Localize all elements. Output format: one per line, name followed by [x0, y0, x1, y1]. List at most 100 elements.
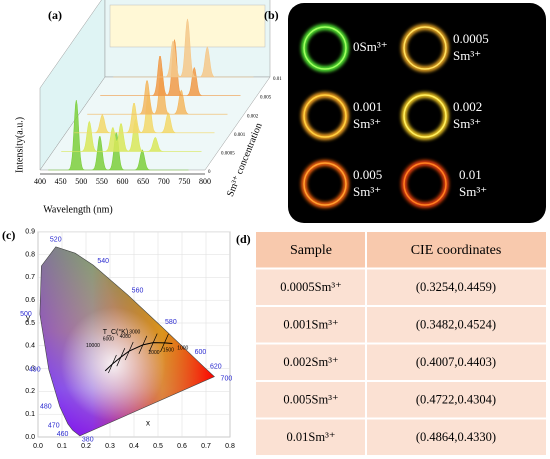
wavelength-label: 600 — [195, 349, 207, 356]
x-tick-label: 0.5 — [153, 443, 163, 450]
y-tick-label: 0.2 — [25, 388, 35, 395]
x-tick-label: 600 — [117, 177, 129, 186]
x-tick-label: 0.3 — [105, 443, 115, 450]
table-header: Sample — [290, 243, 332, 258]
x-tick-label: 0.1 — [57, 443, 67, 450]
photo-background — [288, 3, 546, 223]
panel-label: (c) — [2, 228, 15, 242]
x-tick-label: 0.4 — [129, 443, 139, 450]
table-header: CIE coordinates — [411, 243, 502, 258]
z-tick-label: 0 — [208, 170, 211, 175]
y-tick-label: 0.7 — [25, 274, 35, 281]
table-row — [256, 269, 546, 305]
chromaticity-region — [39, 246, 215, 436]
y-tick-label: 0.5 — [25, 320, 35, 327]
sample-label: 0.0005 — [453, 31, 489, 46]
x-tick-label: 750 — [178, 177, 190, 186]
x-tick-label: 0.7 — [201, 443, 211, 450]
table-cell: (0.4864,0.4330) — [416, 430, 496, 444]
sample-label: 0Sm³⁺ — [353, 39, 388, 54]
y-tick-label: 0.1 — [25, 411, 35, 418]
table-cell: 0.005Sm³⁺ — [283, 393, 338, 407]
x-tick-label: 450 — [55, 177, 67, 186]
spectrum — [74, 91, 215, 134]
table-cell: (0.3254,0.4459) — [416, 280, 496, 294]
luminescent-ring — [403, 162, 447, 206]
cct-label: 6000 — [103, 336, 114, 342]
isotherm — [108, 354, 117, 374]
y-tick-label: 0.9 — [25, 229, 35, 236]
sample-label: Sm³⁺ — [453, 116, 481, 131]
table-row — [256, 307, 546, 343]
panel-label: (d) — [236, 232, 251, 246]
wavelength-label: 500 — [20, 311, 32, 318]
wavelength-label: 580 — [165, 319, 177, 326]
y-tick-label: 0.3 — [25, 365, 35, 372]
wavelength-label: 560 — [132, 288, 144, 295]
cct-title: T_C(°K) — [103, 328, 128, 336]
sample-label: Sm³⁺ — [353, 116, 381, 131]
sample-label: Sm³⁺ — [353, 184, 381, 199]
sample-label: Sm³⁺ — [453, 48, 481, 63]
y-axis-title: y — [26, 314, 30, 323]
isotherm — [138, 335, 148, 355]
y-tick-label: 0.8 — [25, 251, 35, 258]
isotherm — [116, 348, 126, 367]
cct-label: 3000 — [129, 329, 140, 335]
wavelength-label: 520 — [50, 237, 62, 244]
wavelength-label: 620 — [210, 364, 222, 371]
wavelength-label: 700 — [221, 375, 233, 382]
z-tick-label: 0.002 — [247, 114, 259, 119]
luminescent-ring — [403, 26, 447, 70]
luminescent-ring — [303, 162, 347, 206]
table-cell: (0.4722,0.4304) — [416, 393, 496, 407]
x-tick-label: 0.0 — [33, 443, 43, 450]
wavelength-label: 480 — [40, 404, 52, 411]
spectrum — [100, 39, 241, 96]
sample-label: Sm³⁺ — [459, 184, 487, 199]
z-tick-label: 0.001 — [234, 133, 246, 138]
x-tick-label: 0.2 — [81, 443, 91, 450]
isotherm — [160, 333, 169, 352]
x-tick-label: 400 — [34, 177, 46, 186]
cct-label: 4000 — [120, 334, 131, 340]
z-tick-label: 0.0005 — [221, 152, 235, 157]
x-tick-label: 550 — [96, 177, 108, 186]
spectral-locus — [39, 246, 215, 437]
sample-label: 0.01 — [459, 167, 482, 182]
x-tick-label: 700 — [158, 177, 170, 186]
sample-label: 0.002 — [453, 99, 482, 114]
spectrum — [113, 18, 254, 78]
luminescent-ring — [303, 26, 347, 70]
wavelength-label: 470 — [48, 423, 60, 430]
table-cell: (0.3482,0.4524) — [416, 318, 496, 332]
spectrum — [87, 67, 228, 115]
y-tick-label: 0.4 — [25, 343, 35, 350]
y-tick-label: 0.0 — [25, 434, 35, 441]
table-row — [256, 419, 546, 455]
panel-label: (a) — [48, 8, 62, 22]
x-tick-label: 0.8 — [225, 443, 235, 450]
table-row — [256, 382, 546, 418]
x-tick-label: 0.6 — [177, 443, 187, 450]
isotherm — [148, 333, 158, 352]
table-cell: 0.01Sm³⁺ — [287, 430, 336, 444]
cct-label: 1500 — [163, 348, 174, 354]
z-tick-label: 0.01 — [273, 77, 282, 82]
x-axis-title: x — [146, 418, 150, 427]
table-cell: 0.0005Sm³⁺ — [280, 280, 341, 294]
table-row — [256, 344, 546, 380]
panel-a: (a) 0 0.0005 0.001 0.002 0.005 0.01 400 450 500 5… — [14, 0, 282, 215]
isotherm — [124, 341, 134, 361]
cct-label: 10000 — [86, 343, 100, 349]
table-cell: 0.001Sm³⁺ — [283, 318, 338, 332]
table-cell: (0.4007,0.4403) — [416, 355, 496, 369]
luminescent-ring — [403, 94, 447, 138]
wavelength-label: 490 — [29, 367, 41, 374]
wavelength-label: 540 — [97, 258, 109, 265]
y-tick-label: 0.6 — [25, 297, 35, 304]
luminescent-ring — [303, 94, 347, 138]
y-axis-title: Intensity(a.u.) — [14, 117, 25, 173]
sample-label: 0.001 — [353, 99, 382, 114]
sample-label: 0.005 — [353, 167, 382, 182]
